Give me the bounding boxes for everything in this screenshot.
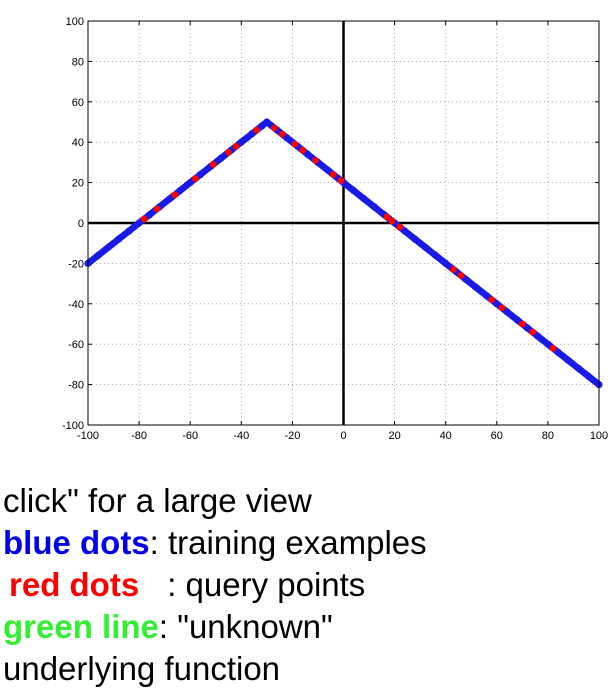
green-line-description: : "unknown" — [158, 608, 333, 645]
y-tick-label: 20 — [72, 178, 84, 190]
query-point — [529, 328, 536, 336]
blue-dots-description: : training examples — [149, 524, 427, 561]
blue-dots-label: blue dots — [3, 524, 150, 561]
x-tick-label: -80 — [131, 430, 147, 442]
query-point — [291, 140, 299, 148]
x-tick-label: -40 — [233, 430, 249, 442]
red-dots-label: red dots — [9, 566, 140, 603]
red-dots-description: : query points — [167, 566, 366, 603]
query-point — [388, 217, 396, 225]
x-tick-label: -100 — [77, 430, 99, 442]
query-point — [449, 266, 457, 273]
tick-labels: -100 -80 -60 -40 -20 0 20 40 60 80 100 -100 -80 -60 -4… — [62, 16, 608, 442]
query-point — [171, 191, 179, 199]
y-tick-label: 60 — [72, 97, 84, 109]
underlying-function-text: underlying function — [3, 650, 281, 687]
y-tick-label: -60 — [68, 339, 84, 351]
caption-line-red-dots: red dots : query points — [3, 564, 427, 606]
query-point — [457, 272, 465, 279]
y-tick-label: -80 — [68, 380, 84, 392]
query-point — [253, 126, 261, 134]
query-point — [225, 148, 232, 156]
y-tick-label: 80 — [72, 56, 84, 68]
y-tick-label: -20 — [68, 258, 84, 270]
x-tick-label: 0 — [340, 430, 346, 442]
query-point — [140, 215, 148, 223]
x-tick-label: 40 — [440, 430, 452, 442]
y-tick-label: 100 — [66, 16, 84, 28]
x-tick-label: -20 — [284, 430, 300, 442]
caption-line-underlying: underlying function — [3, 648, 427, 690]
caption-line-green-line: green line: "unknown" — [3, 606, 427, 648]
query-point — [271, 124, 278, 132]
y-tick-label: -40 — [68, 299, 84, 311]
query-point — [488, 296, 496, 304]
query-series — [140, 124, 557, 352]
y-tick-label: -100 — [62, 420, 84, 432]
training-fill-dot — [593, 379, 601, 387]
y-tick-label: 0 — [78, 218, 84, 230]
query-point — [549, 344, 557, 352]
caption: click" for a large view blue dots: train… — [3, 480, 427, 690]
query-point — [232, 142, 240, 150]
query-point — [209, 161, 217, 168]
caption-line-large-view[interactable]: click" for a large view — [3, 480, 427, 522]
query-point — [153, 205, 161, 213]
chart: -100 -80 -60 -40 -20 0 20 40 60 80 100 -100 -80 -60 -4… — [62, 16, 608, 442]
query-point — [311, 156, 319, 164]
query-point — [337, 177, 345, 184]
query-point — [329, 171, 337, 178]
query-point — [383, 213, 391, 221]
x-tick-label: 100 — [590, 430, 608, 442]
query-point — [278, 130, 286, 138]
x-tick-label: 80 — [542, 430, 554, 442]
caption-line-blue-dots: blue dots: training examples — [3, 522, 427, 564]
large-view-text[interactable]: click" for a large view — [3, 482, 312, 519]
query-point — [498, 304, 506, 312]
x-tick-label: -60 — [182, 430, 198, 442]
x-tick-label: 20 — [388, 430, 400, 442]
green-line-label: green line — [3, 608, 159, 645]
query-point — [191, 175, 199, 182]
x-tick-label: 60 — [491, 430, 503, 442]
y-tick-label: 40 — [72, 137, 84, 149]
query-point — [299, 146, 307, 154]
query-point — [396, 223, 404, 231]
query-point — [518, 320, 526, 328]
plot-frame — [87, 20, 600, 426]
zero-axes — [88, 21, 599, 425]
